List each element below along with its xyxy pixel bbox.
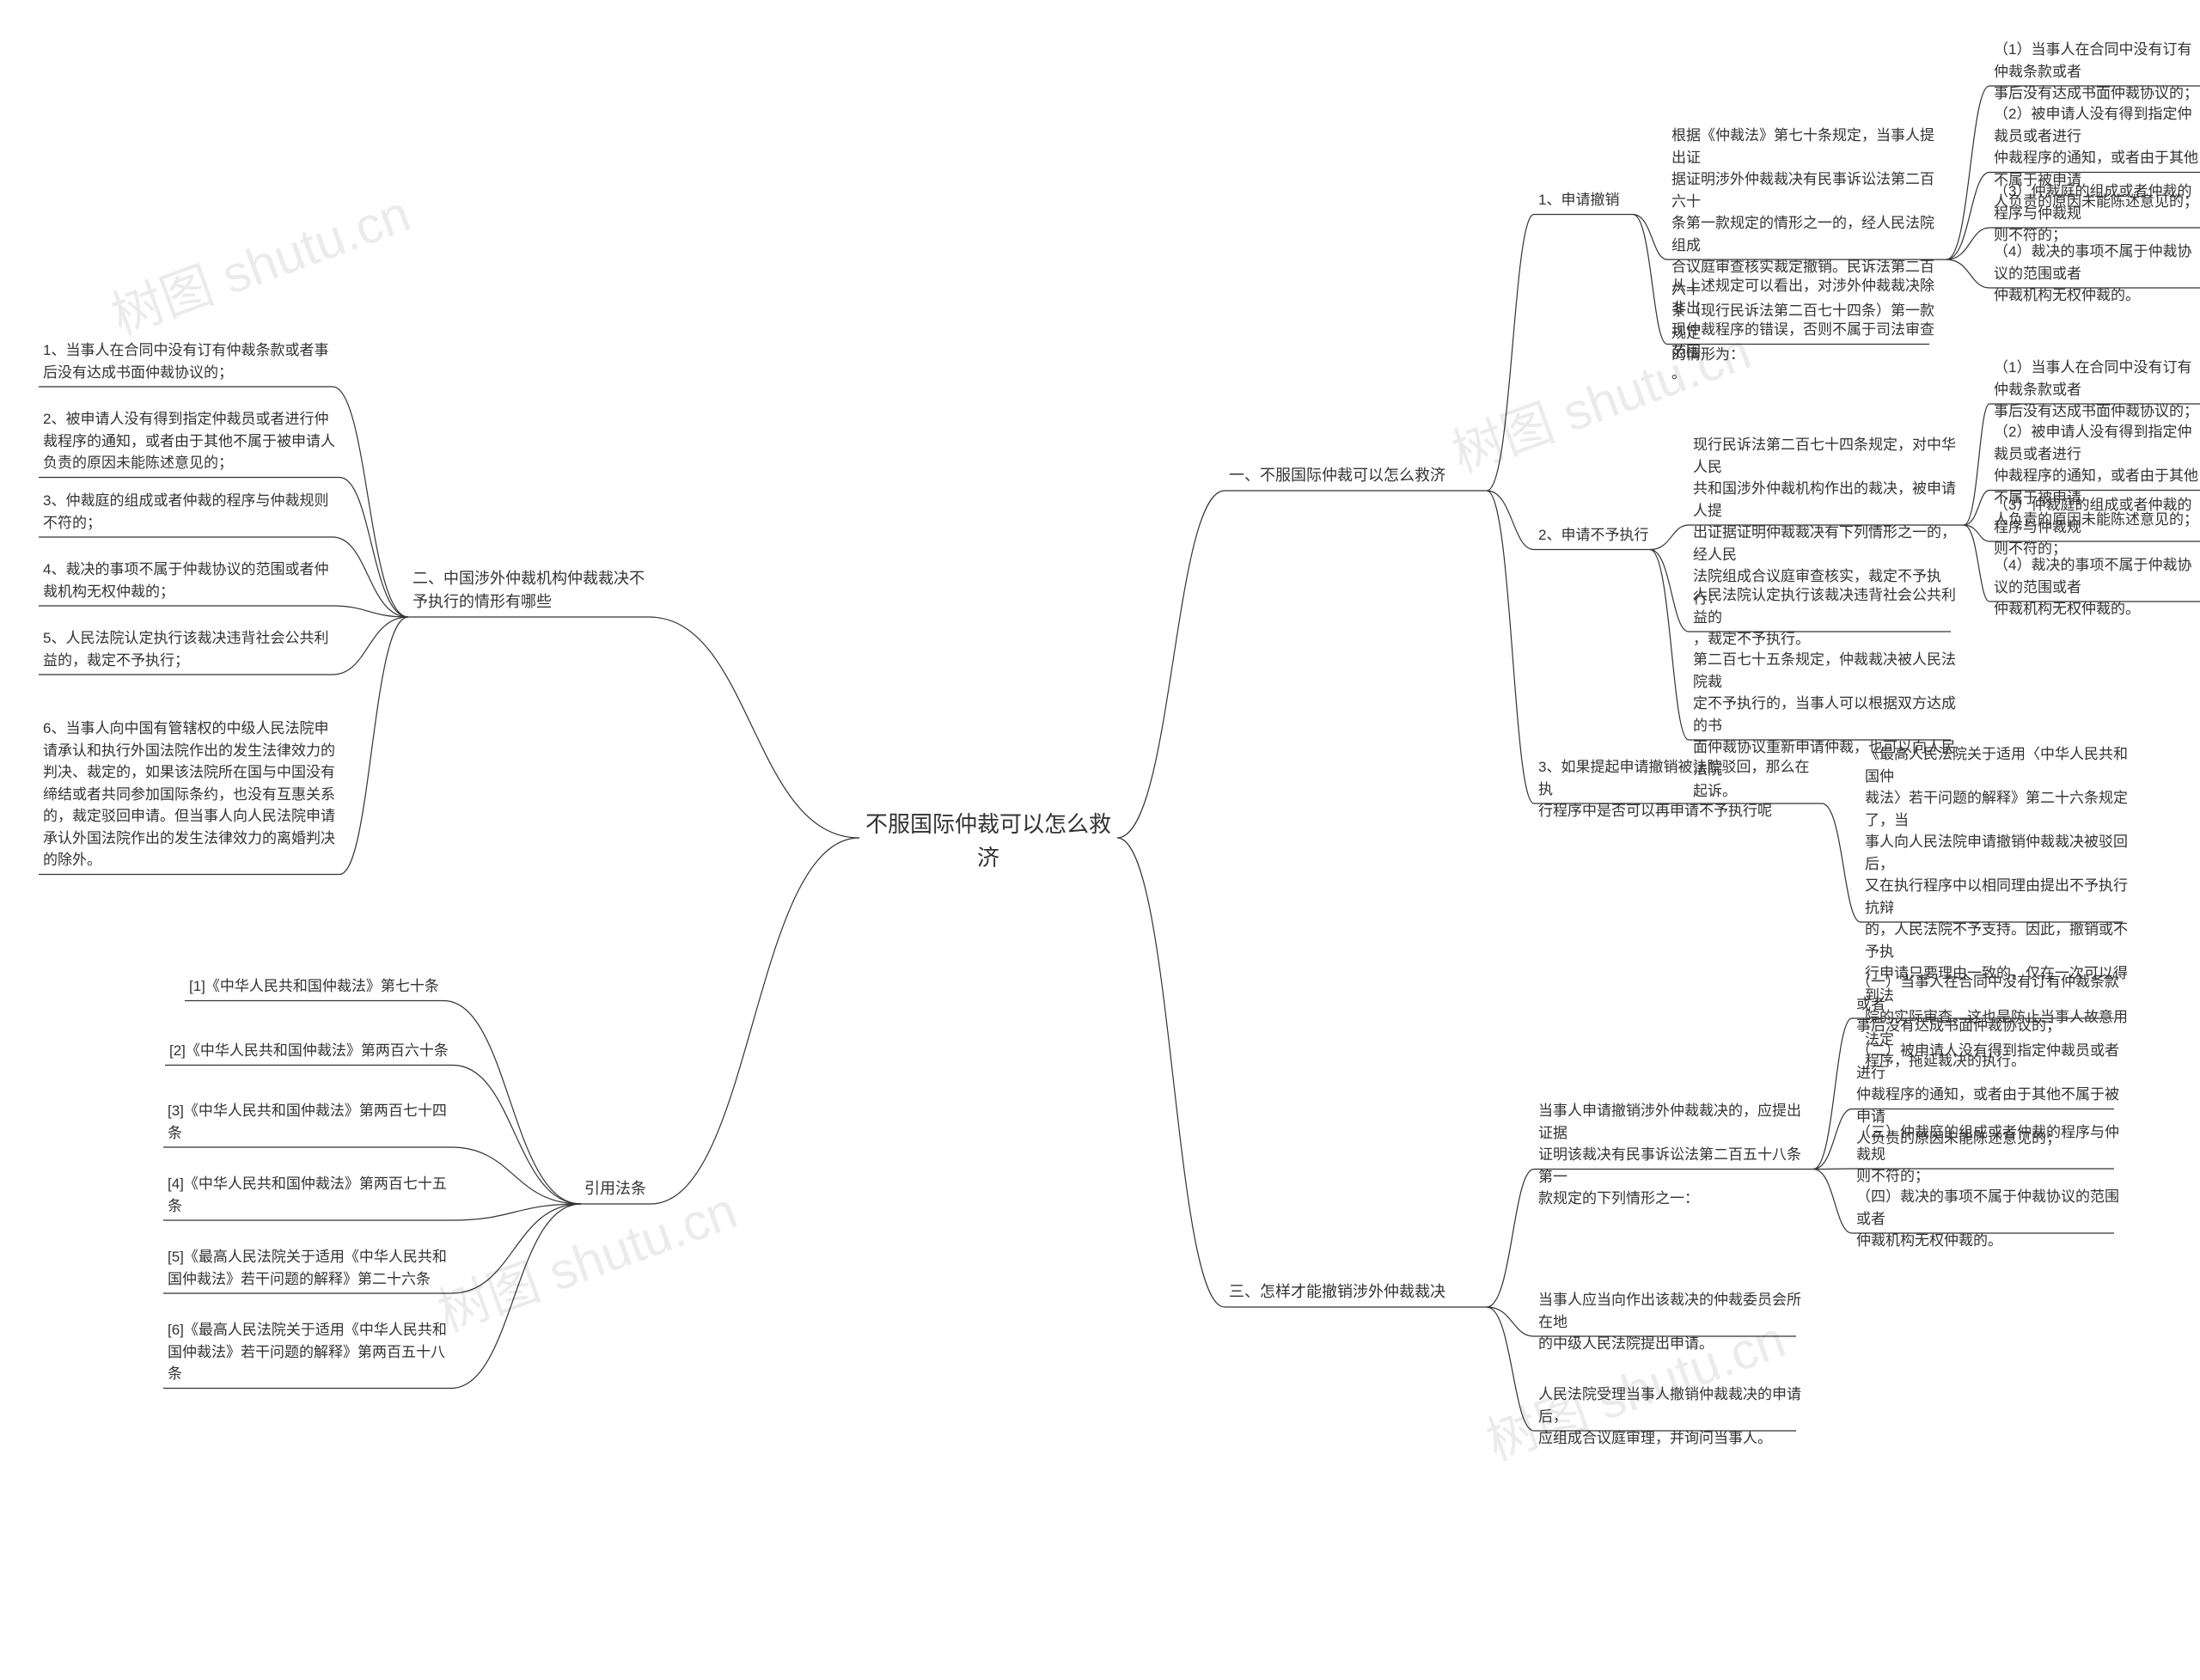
node-left-d1: 6、当事人向中国有管辖权的中级人民法院申 请承认和执行外国法院作出的发生法律效力…	[43, 718, 335, 871]
node-right-d2: （三）仲裁庭的组成或者仲裁的程序与仲裁规 则不符的；	[1856, 1121, 2131, 1188]
node-left-d1: 1、当事人在合同中没有订有仲裁条款或者事 后没有达成书面仲裁协议的；	[43, 339, 328, 383]
node-left-d1: [4]《中华人民共和国仲裁法》第两百七十五 条	[168, 1173, 447, 1217]
node-right-d2: 现行民诉法第二百七十四条规定，对中华人民 共和国涉外仲裁机构作出的裁决，被申请人…	[1693, 434, 1968, 609]
node-left-d0: 二、中国涉外仲裁机构仲裁裁决不 予执行的情形有哪些	[412, 567, 645, 614]
node-right-d1: 当事人申请撤销涉外仲裁裁决的，应提出证据 证明该裁决有民事诉讼法第二百五十八条第…	[1538, 1100, 1813, 1210]
node-right-d0: 一、不服国际仲裁可以怎么救济	[1229, 464, 1445, 487]
node-right-d1: 3、如果提起申请撤销被法院驳回，那么在执 行程序中是否可以再申请不予执行呢	[1538, 756, 1813, 822]
node-right-d2: 从上述规定可以看出，对涉外仲裁裁决除非出 现仲裁程序的错误，否则不属于司法审查范…	[1671, 275, 1946, 385]
node-left-d1: 5、人民法院认定执行该裁决违背社会公共利 益的，裁定不予执行；	[43, 627, 328, 671]
node-left-d1: [2]《中华人民共和国仲裁法》第两百六十条	[169, 1040, 449, 1062]
node-right-d1: 2、申请不予执行	[1538, 524, 1648, 547]
node-left-d1: [6]《最高人民法院关于适用《中华人民共和 国仲裁法》若干问题的解释》第两百五十…	[168, 1319, 447, 1385]
node-right-d3: （4）裁决的事项不属于仲裁协议的范围或者 仲裁机构无权仲裁的。	[1994, 554, 2200, 620]
node-right-d1: 1、申请撤销	[1538, 189, 1619, 211]
node-right-d3: （4）裁决的事项不属于仲裁协议的范围或者 仲裁机构无权仲裁的。	[1994, 241, 2200, 307]
node-left-d1: [1]《中华人民共和国仲裁法》第七十条	[189, 975, 439, 998]
node-left-d0: 引用法条	[584, 1177, 646, 1200]
node-left-d1: [3]《中华人民共和国仲裁法》第两百七十四 条	[168, 1100, 447, 1144]
node-right-d0: 三、怎样才能撤销涉外仲裁裁决	[1229, 1280, 1445, 1304]
node-right-d3: （3）仲裁庭的组成或者仲裁的程序与仲裁规 则不符的；	[1994, 180, 2200, 247]
node-left-d1: 4、裁决的事项不属于仲裁协议的范围或者仲 裁机构无权仲裁的；	[43, 559, 328, 602]
node-right-d3: （1）当事人在合同中没有订有仲裁条款或者 事后没有达成书面仲裁协议的；	[1994, 39, 2200, 105]
watermark: 树图 shutu.cn	[100, 172, 419, 349]
node-right-d1: 当事人应当向作出该裁决的仲裁委员会所在地 的中级人民法院提出申请。	[1538, 1289, 1813, 1355]
node-right-d3: （3）仲裁庭的组成或者仲裁的程序与仲裁规 则不符的；	[1994, 494, 2200, 560]
node-right-d2: （四）裁决的事项不属于仲裁协议的范围或者 仲裁机构无权仲裁的。	[1856, 1186, 2131, 1252]
node-left-d1: [5]《最高人民法院关于适用《中华人民共和 国仲裁法》若干问题的解释》第二十六条	[168, 1246, 447, 1290]
node-right-d2: 人民法院认定执行该裁决违背社会公共利益的 ，裁定不予执行。	[1693, 584, 1968, 651]
node-right-d1: 人民法院受理当事人撤销仲裁裁决的申请后， 应组成合议庭审理，并询问当事人。	[1538, 1384, 1813, 1450]
node-left-d1: 2、被申请人没有得到指定仲裁员或者进行仲 裁程序的通知，或者由于其他不属于被申请…	[43, 408, 335, 474]
node-right-d3: （1）当事人在合同中没有订有仲裁条款或者 事后没有达成书面仲裁协议的；	[1994, 357, 2200, 423]
node-left-d1: 3、仲裁庭的组成或者仲裁的程序与仲裁规则 不符的；	[43, 490, 328, 534]
center-topic: 不服国际仲裁可以怎么救 济	[859, 808, 1117, 875]
node-right-d2: （一）当事人在合同中没有订有仲裁条款或者 事后没有达成书面仲裁协议的；	[1856, 971, 2131, 1037]
